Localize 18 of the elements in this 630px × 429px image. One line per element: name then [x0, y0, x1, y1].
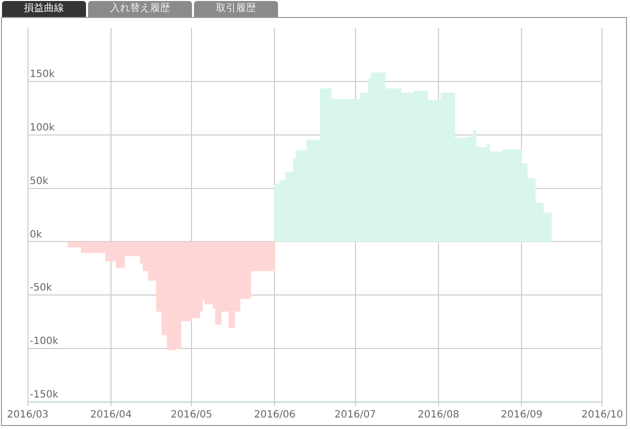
- x-tick-label: 2016/04: [90, 410, 132, 421]
- x-tick-label: 2016/08: [418, 410, 460, 421]
- x-tick-label: 2016/10: [581, 410, 623, 421]
- y-tick-label: 100k: [30, 122, 55, 134]
- y-tick-label: 0k: [30, 229, 42, 240]
- y-tick-label: -150k: [30, 390, 58, 401]
- x-tick-label: 2016/06: [254, 410, 296, 421]
- x-tick-label: 2016/05: [170, 410, 212, 421]
- x-tick-label: 2016/03: [7, 410, 49, 421]
- text: 入れ替え履歴: [88, 1, 192, 17]
- x-tick-label: 2016/09: [500, 410, 542, 421]
- y-tick-label: -50k: [30, 282, 52, 294]
- y-tick-label: 150k: [30, 69, 55, 80]
- text: 損益曲線: [2, 1, 86, 17]
- text: 取引履歴: [194, 1, 278, 17]
- y-tick-label: -100k: [30, 336, 58, 348]
- x-tick-label: 2016/07: [334, 410, 376, 421]
- y-tick-label: 50k: [30, 176, 48, 187]
